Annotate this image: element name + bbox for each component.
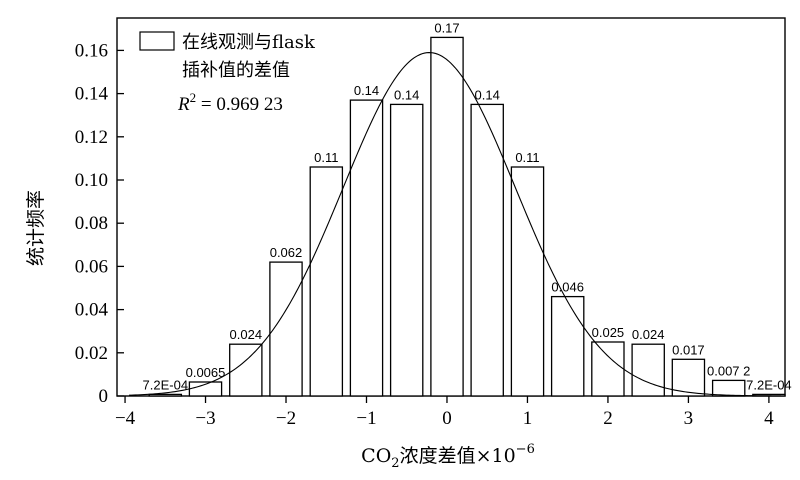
r-exponent: 2 bbox=[190, 90, 197, 105]
histogram-bar bbox=[631, 343, 665, 397]
y-tick-label: 0.10 bbox=[75, 170, 108, 191]
bars-group bbox=[148, 36, 786, 397]
histogram-bar bbox=[389, 103, 424, 397]
bar-value-label: 0.025 bbox=[592, 325, 625, 340]
y-tick-label: 0.02 bbox=[75, 343, 108, 364]
histogram-bar bbox=[711, 379, 746, 397]
x-tick-label: 0 bbox=[442, 408, 452, 429]
x-tick-label: 2 bbox=[603, 408, 613, 429]
y-axis-title: 统计频率 bbox=[25, 190, 47, 266]
x-tick-label: 3 bbox=[684, 408, 694, 429]
bar-value-label: 0.17 bbox=[434, 20, 459, 35]
y-tick-label: 0 bbox=[99, 386, 109, 407]
histogram-bar bbox=[309, 166, 344, 397]
legend-label-line2: 插补值的差值 bbox=[182, 60, 290, 81]
y-tick-label: 0.14 bbox=[75, 84, 109, 105]
x-title-superscript: −6 bbox=[516, 442, 535, 457]
bar-value-label: 0.14 bbox=[394, 87, 419, 102]
bar-value-label: 0.007 2 bbox=[707, 363, 750, 378]
x-axis-title: CO2浓度差值×10−6 bbox=[361, 442, 535, 471]
histogram-bar bbox=[470, 103, 504, 397]
x-title-subscript: 2 bbox=[391, 456, 399, 471]
r-squared-annotation: R2 = 0.969 23 bbox=[177, 90, 283, 115]
bar-value-label: 0.046 bbox=[551, 280, 584, 295]
histogram-bar bbox=[671, 358, 706, 397]
x-tick-label: −3 bbox=[195, 408, 215, 429]
x-tick-label: 1 bbox=[523, 408, 533, 429]
bar-value-label: 0.0065 bbox=[186, 365, 226, 380]
y-axis: 0 0.02 0.04 0.06 0.08 0.10 0.12 0.14 0.16 bbox=[75, 40, 124, 407]
bar-value-label: 0.062 bbox=[270, 245, 303, 260]
histogram-bar bbox=[591, 341, 625, 397]
y-tick-label: 0.04 bbox=[75, 300, 109, 321]
bar-value-label: 0.11 bbox=[314, 150, 338, 165]
bar-value-label: 0.024 bbox=[632, 327, 665, 342]
legend: 在线观测与flask 插补值的差值 bbox=[139, 31, 316, 81]
x-title-middle: 浓度差值×10 bbox=[400, 445, 516, 467]
x-title-prefix: CO bbox=[361, 445, 391, 467]
bar-value-label: 0.017 bbox=[672, 342, 705, 357]
y-tick-label: 0.16 bbox=[75, 40, 108, 61]
x-tick-label: −4 bbox=[115, 408, 136, 429]
legend-swatch bbox=[139, 31, 175, 51]
x-axis: −4 −3 −2 −1 0 1 2 3 4 bbox=[115, 396, 774, 429]
histogram-bar bbox=[510, 166, 545, 397]
y-tick-label: 0.06 bbox=[75, 256, 108, 277]
y-tick-label: 0.12 bbox=[75, 127, 108, 148]
r-value: = 0.969 23 bbox=[196, 94, 283, 115]
histogram-bar bbox=[349, 99, 384, 397]
histogram-bar bbox=[229, 343, 263, 397]
bar-value-label: 7.2E-04 bbox=[143, 377, 189, 392]
histogram-bar bbox=[430, 36, 464, 397]
fit-curve bbox=[129, 52, 781, 397]
x-tick-label: 4 bbox=[764, 408, 774, 429]
x-tick-label: −2 bbox=[276, 408, 296, 429]
x-tick-label: −1 bbox=[356, 408, 376, 429]
r-symbol: R bbox=[177, 94, 190, 115]
histogram-bar bbox=[550, 295, 585, 397]
histogram-bar bbox=[269, 261, 303, 397]
bar-value-label: 0.14 bbox=[475, 87, 500, 102]
legend-label-line1: 在线观测与flask bbox=[182, 32, 316, 53]
bar-value-label: 0.024 bbox=[230, 327, 263, 342]
bar-value-label: 0.14 bbox=[354, 83, 379, 98]
histogram-bar bbox=[148, 393, 183, 397]
bar-value-label: 0.11 bbox=[515, 150, 539, 165]
y-tick-label: 0.08 bbox=[75, 213, 108, 234]
bar-value-label: 7.2E-04 bbox=[746, 377, 792, 392]
